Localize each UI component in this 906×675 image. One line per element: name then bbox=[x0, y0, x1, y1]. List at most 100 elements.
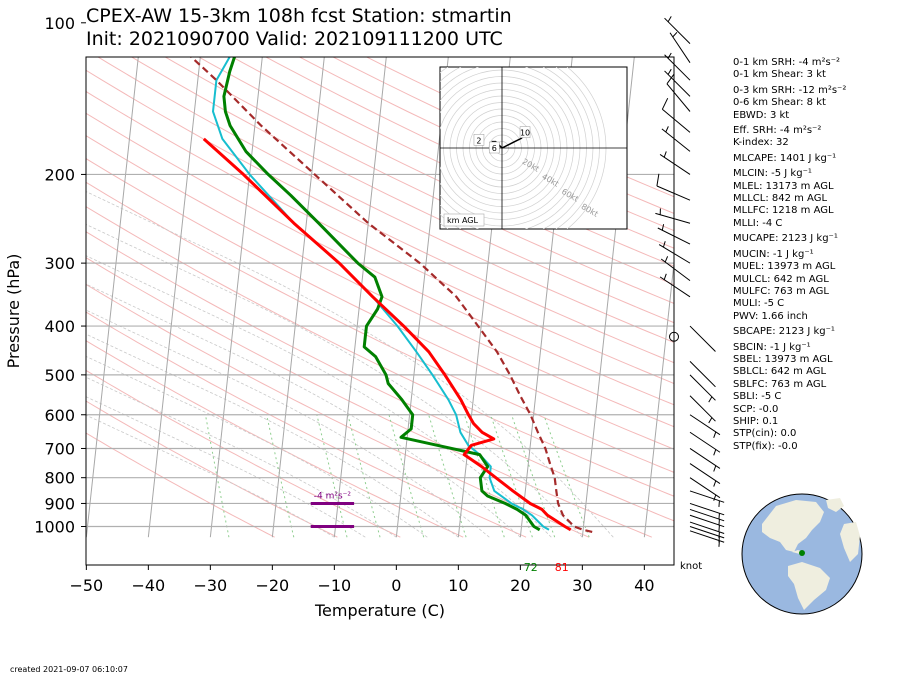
dry-adiabat bbox=[86, 400, 338, 538]
location-globe bbox=[741, 493, 863, 615]
param-line: MULFC: 763 m AGL bbox=[733, 285, 829, 297]
x-tick-label: 40 bbox=[634, 576, 654, 595]
wind-barb bbox=[689, 521, 725, 539]
wind-barb bbox=[658, 241, 691, 264]
globe-south-america bbox=[788, 562, 830, 610]
wind-barb bbox=[689, 325, 716, 352]
barb-half-flag bbox=[667, 16, 672, 22]
param-line: MLLI: -4 C bbox=[733, 217, 783, 229]
param-line: MUCIN: -1 J kg⁻¹ bbox=[733, 248, 814, 260]
chart-title-line2: Init: 2021090700 Valid: 202109111200 UTC bbox=[86, 28, 503, 50]
barb-staff bbox=[689, 526, 725, 539]
mixing-ratio-line bbox=[543, 414, 590, 538]
barb-staff bbox=[659, 154, 691, 175]
y-tick-label: 100 bbox=[44, 14, 75, 33]
barb-staff bbox=[689, 374, 716, 401]
barb-staff bbox=[689, 395, 716, 422]
hodograph-height-box bbox=[519, 126, 531, 138]
barb-half-flag bbox=[713, 494, 717, 501]
moist-adiabat bbox=[86, 223, 583, 538]
wind-barb bbox=[689, 448, 721, 472]
surface-label: 72 bbox=[524, 561, 538, 574]
barb-half-flag bbox=[713, 449, 717, 456]
wind-barb bbox=[669, 331, 679, 342]
wind-barb bbox=[660, 256, 691, 282]
moist-adiabat bbox=[86, 396, 366, 538]
wind-barb bbox=[689, 477, 721, 501]
x-tick-label: −50 bbox=[69, 576, 103, 595]
hodograph-height-box bbox=[489, 141, 500, 154]
param-line: MLCIN: -5 J kg⁻¹ bbox=[733, 168, 812, 180]
y-axis-label: Pressure (hPa) bbox=[4, 254, 23, 369]
moist-adiabat bbox=[86, 333, 459, 538]
station-marker bbox=[799, 550, 805, 556]
barb-half-flag bbox=[667, 68, 672, 75]
hodograph-height-box bbox=[473, 134, 485, 146]
wind-barb bbox=[689, 502, 725, 520]
x-tick-label: −40 bbox=[131, 576, 165, 595]
surface-label: 81 bbox=[555, 561, 569, 574]
param-line: SBLCL: 642 m AGL bbox=[733, 366, 827, 378]
y-tick-label: 400 bbox=[44, 317, 75, 336]
wind-barb bbox=[689, 395, 716, 424]
param-line: SHIP: 0.1 bbox=[733, 415, 779, 427]
barb-staff bbox=[689, 530, 725, 543]
x-axis-label: Temperature (C) bbox=[314, 601, 445, 620]
param-line: 0-1 km SRH: -4 m²s⁻² bbox=[733, 57, 840, 68]
barb-staff bbox=[664, 54, 691, 81]
dry-adiabat bbox=[86, 90, 674, 385]
barb-half-flag bbox=[663, 273, 667, 280]
y-tick-label: 300 bbox=[44, 254, 75, 273]
wind-barb bbox=[661, 97, 691, 133]
barb-staff bbox=[657, 227, 691, 245]
globe-north-america bbox=[762, 500, 824, 552]
y-tick-label: 600 bbox=[44, 406, 75, 425]
hodograph-legend-box bbox=[443, 213, 485, 227]
temperature-profile bbox=[202, 137, 572, 532]
wind-barb bbox=[664, 68, 691, 97]
dry-adiabat bbox=[264, 57, 674, 249]
param-line: MUEL: 13973 m AGL bbox=[733, 261, 836, 273]
mixing-ratio-line bbox=[266, 414, 295, 538]
barb-staff bbox=[666, 83, 691, 112]
barb-staff bbox=[660, 258, 691, 282]
isotherm bbox=[581, 57, 635, 538]
wind-barb bbox=[689, 463, 721, 487]
wind-barb bbox=[666, 73, 691, 112]
barb-staff bbox=[689, 521, 725, 534]
barb-half-flag bbox=[713, 465, 717, 472]
param-line: PWV: 1.66 inch bbox=[733, 310, 808, 322]
dry-adiabat bbox=[164, 57, 674, 304]
barb-staff bbox=[689, 502, 725, 516]
barb-staff bbox=[659, 276, 691, 298]
isotherm bbox=[86, 57, 139, 538]
isotherm bbox=[24, 23, 80, 537]
moist-adiabat bbox=[86, 355, 428, 538]
barb-half-flag bbox=[665, 126, 669, 133]
barb-staff bbox=[689, 448, 721, 469]
mixing-ratio-line bbox=[347, 414, 381, 538]
param-line: 0-3 km SRH: -12 m²s⁻² bbox=[733, 84, 847, 96]
barb-staff bbox=[689, 360, 716, 388]
moist-adiabat bbox=[86, 283, 521, 538]
param-line: SBCIN: -1 J kg⁻¹ bbox=[733, 341, 811, 353]
barb-staff bbox=[661, 128, 691, 152]
chart-title-line1: CPEX-AW 15-3km 108h fcst Station: stmart… bbox=[86, 5, 512, 27]
barb-staff bbox=[689, 508, 725, 522]
mixing-ratio-line bbox=[316, 414, 348, 538]
barb-staff bbox=[689, 514, 725, 528]
dry-adiabat bbox=[86, 369, 401, 538]
param-line: Eff. SRH: -4 m²s⁻² bbox=[733, 125, 822, 137]
globe-greenland bbox=[826, 498, 844, 512]
barb-half-flag bbox=[664, 256, 669, 263]
y-tick-label: 900 bbox=[44, 494, 75, 513]
barb-staff bbox=[664, 70, 691, 97]
creation-timestamp: created 2021-09-07 06:10:07 bbox=[10, 665, 128, 674]
wind-barb bbox=[657, 224, 691, 245]
wind-barb bbox=[689, 431, 721, 456]
hodograph-height-label: 10 bbox=[520, 129, 530, 138]
barb-staff bbox=[689, 414, 721, 436]
param-line: 0-1 km Shear: 3 kt bbox=[733, 69, 826, 81]
y-tick-label: 700 bbox=[44, 439, 75, 458]
